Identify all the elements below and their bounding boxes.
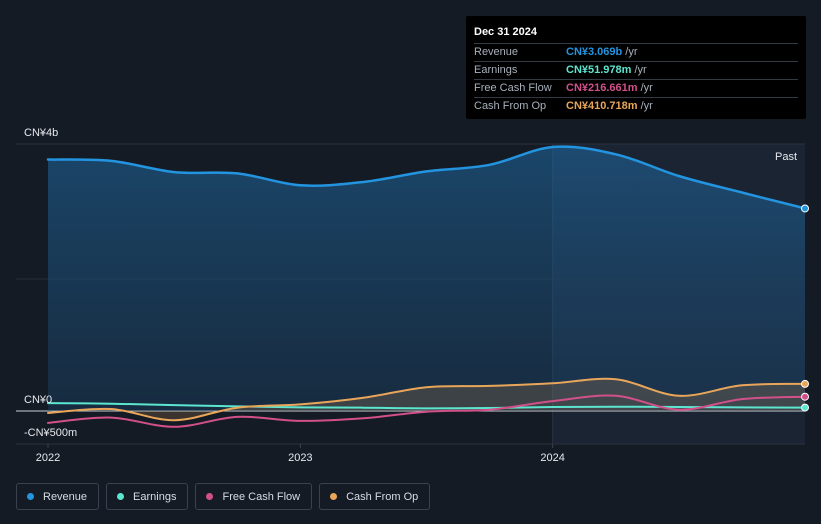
legend-item-cash-from-op[interactable]: Cash From Op	[319, 483, 431, 510]
tooltip-label: Cash From Op	[474, 100, 547, 112]
legend-dot-icon	[206, 493, 214, 500]
tooltip-label: Free Cash Flow	[474, 82, 552, 94]
x-tick-label: 2023	[288, 452, 312, 464]
y-tick-label: CN¥0	[24, 394, 52, 406]
legend-label: Revenue	[43, 490, 88, 503]
y-tick-label: CN¥4b	[24, 127, 58, 139]
series-endpoint-free-cash-flow	[801, 392, 809, 401]
legend-dot-icon	[117, 493, 125, 500]
tooltip-unit: /yr	[640, 82, 653, 94]
chart-area: CN¥4b CN¥0 -CN¥500m 2022 2023 2024 Past	[16, 127, 809, 464]
tooltip-value: CN¥410.718m	[566, 100, 638, 112]
series-area-cash-from-op	[48, 378, 805, 421]
series-line-earnings	[47, 402, 806, 410]
tooltip-row-cash-from-op: Cash From Op CN¥410.718m/yr	[474, 97, 798, 115]
tooltip-unit: /yr	[634, 64, 647, 76]
tooltip: Dec 31 2024 Revenue CN¥3.069b/yr Earnings C…	[466, 16, 806, 119]
tooltip-unit: /yr	[640, 100, 653, 112]
tooltip-label: Revenue	[474, 46, 519, 58]
legend-label: Earnings	[133, 490, 177, 503]
legend-item-earnings[interactable]: Earnings	[106, 483, 189, 510]
tooltip-value: CN¥216.661m	[566, 82, 638, 94]
legend: Revenue Earnings Free Cash Flow Cash From O…	[16, 483, 431, 510]
tooltip-unit: /yr	[625, 46, 638, 58]
series-endpoint-earnings	[801, 403, 809, 412]
series-area-revenue	[48, 146, 805, 411]
legend-item-free-cash-flow[interactable]: Free Cash Flow	[195, 483, 313, 510]
tooltip-row-revenue: Revenue CN¥3.069b/yr	[474, 43, 798, 61]
x-tick-label: 2024	[540, 452, 564, 464]
series-endpoint-cash-from-op	[801, 379, 809, 388]
legend-dot-icon	[330, 493, 338, 500]
legend-label: Free Cash Flow	[222, 490, 301, 503]
tooltip-value: CN¥3.069b	[566, 46, 623, 58]
past-label: Past	[775, 151, 797, 163]
tooltip-row-earnings: Earnings CN¥51.978m/yr	[474, 61, 798, 79]
legend-item-revenue[interactable]: Revenue	[16, 483, 100, 510]
tooltip-value: CN¥51.978m	[566, 64, 632, 76]
legend-label: Cash From Op	[346, 490, 419, 503]
series-line-free-cash-flow	[47, 394, 806, 428]
x-tick-label: 2022	[36, 452, 60, 464]
series-endpoint-revenue	[801, 204, 809, 213]
tooltip-label: Earnings	[474, 64, 518, 76]
series-line-revenue	[46, 145, 807, 210]
y-tick-label: -CN¥500m	[24, 427, 77, 439]
legend-dot-icon	[27, 493, 34, 500]
tooltip-row-free-cash-flow: Free Cash Flow CN¥216.661m/yr	[474, 79, 798, 97]
series-line-cash-from-op	[47, 377, 806, 422]
tooltip-date: Dec 31 2024	[474, 26, 537, 38]
